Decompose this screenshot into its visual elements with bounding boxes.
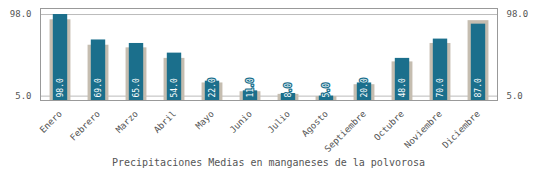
svg-text:98.0: 98.0 xyxy=(10,9,32,19)
svg-text:8.0: 8.0 xyxy=(284,83,293,98)
svg-text:Octubre: Octubre xyxy=(372,109,406,143)
svg-text:98.0: 98.0 xyxy=(56,78,65,97)
svg-text:20.0: 20.0 xyxy=(360,78,369,97)
svg-text:48.0: 48.0 xyxy=(398,78,407,97)
svg-text:5.0: 5.0 xyxy=(322,83,331,98)
svg-text:Noviembre: Noviembre xyxy=(402,109,444,151)
html-text:Precipitaciones Medias en mang: Precipitaciones Medias en manganeses de … xyxy=(112,157,425,168)
svg-text:5.0: 5.0 xyxy=(15,91,31,101)
svg-text:Febrero: Febrero xyxy=(68,109,102,143)
svg-text:Enero: Enero xyxy=(38,109,64,135)
svg-text:Agosto: Agosto xyxy=(300,109,330,139)
svg-text:54.0: 54.0 xyxy=(170,78,179,97)
svg-text:Septiembre: Septiembre xyxy=(323,109,368,154)
svg-text:98.0: 98.0 xyxy=(507,9,529,19)
svg-text:Mayo: Mayo xyxy=(194,109,216,131)
svg-text:Junio: Junio xyxy=(228,109,254,135)
svg-text:11.0: 11.0 xyxy=(246,78,255,97)
svg-text:22.0: 22.0 xyxy=(208,78,217,97)
svg-text:87.0: 87.0 xyxy=(474,78,483,97)
svg-text:69.0: 69.0 xyxy=(94,78,103,97)
svg-text:Abril: Abril xyxy=(152,109,178,135)
svg-text:Diciembre: Diciembre xyxy=(440,109,482,151)
svg-text:Julio: Julio xyxy=(266,109,292,135)
svg-text:65.0: 65.0 xyxy=(132,78,141,97)
svg-text:5.0: 5.0 xyxy=(507,91,523,101)
svg-text:Marzo: Marzo xyxy=(114,109,140,135)
svg-text:70.0: 70.0 xyxy=(436,78,445,97)
